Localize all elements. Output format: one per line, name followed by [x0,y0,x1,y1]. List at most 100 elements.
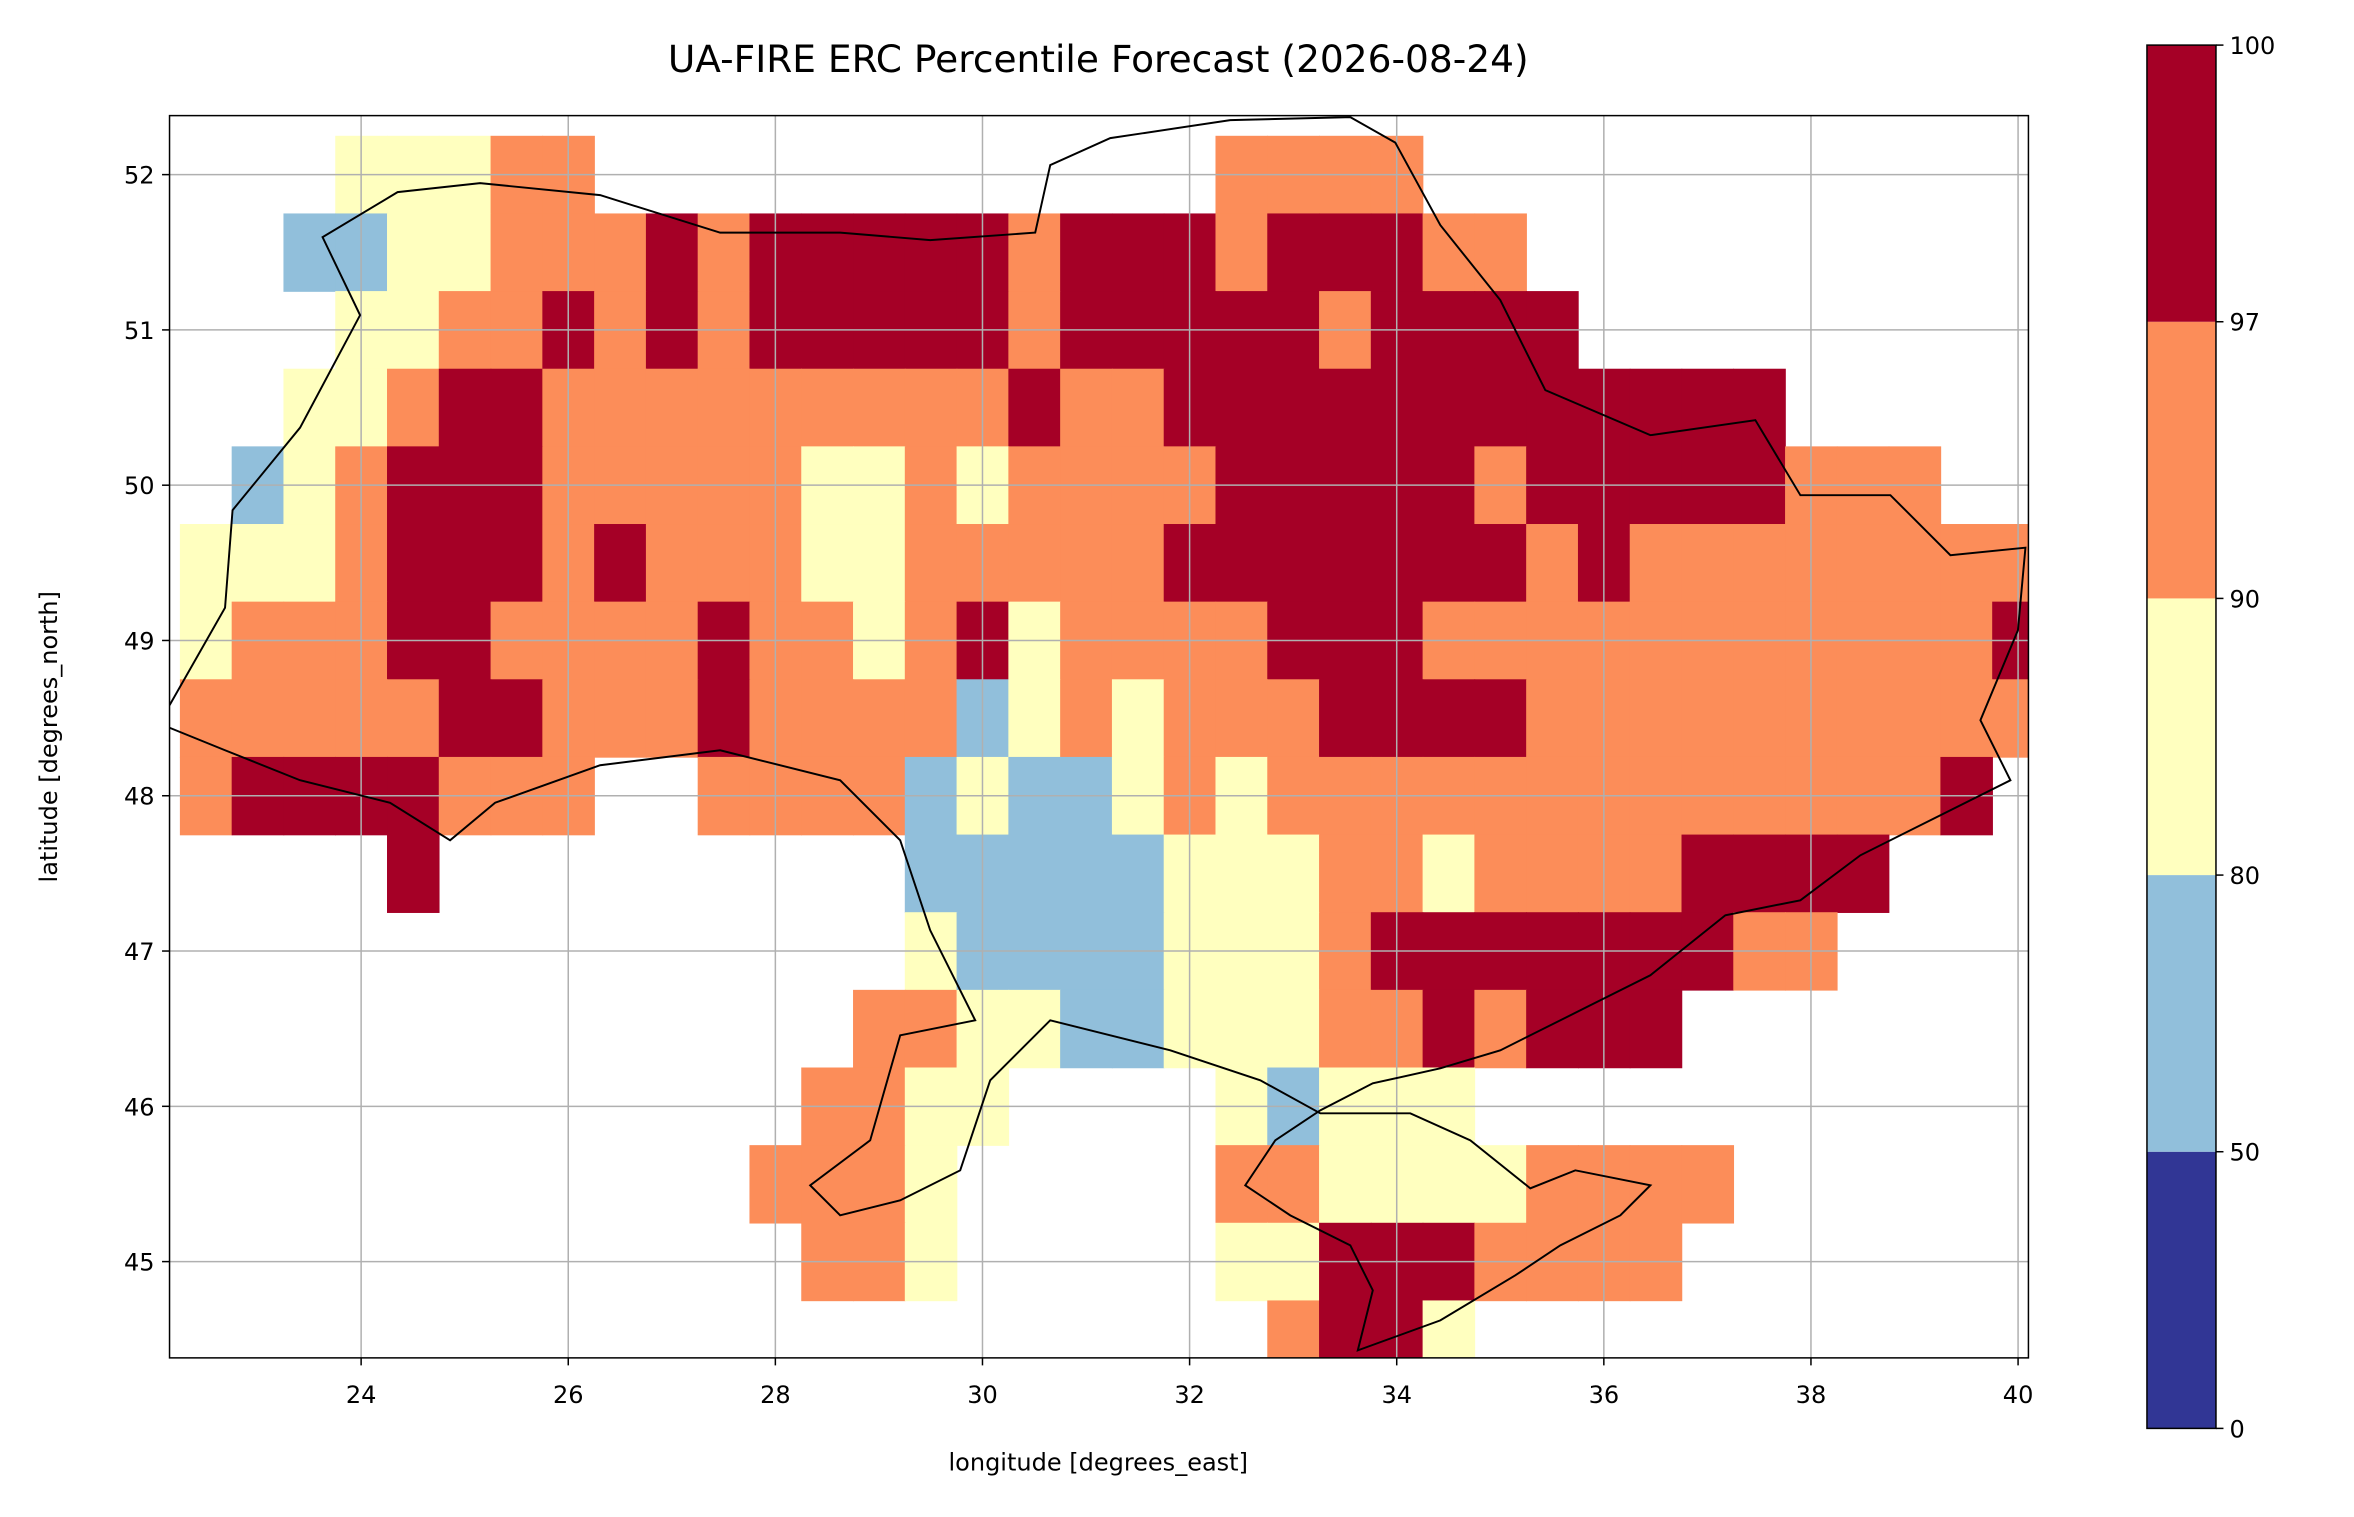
raster-cell [1267,1145,1320,1224]
raster-cell [853,368,906,448]
raster-cell [1215,524,1269,603]
raster-cell [1319,834,1372,913]
raster-cell [1422,524,1476,603]
raster-cell [1474,524,1527,603]
raster-cell [853,679,906,758]
raster-cell [283,679,336,758]
raster-cell [697,368,751,448]
x-tick-label: 28 [760,1381,791,1409]
raster-cell [1267,524,1320,603]
raster-cell [283,213,336,292]
raster-cell [801,213,854,292]
raster-cell [1215,1145,1269,1224]
raster-cell [1422,368,1476,448]
raster-cell [1733,368,1786,448]
country-border [169,116,2027,1352]
raster-cell [801,679,854,758]
raster-cell [1526,524,1579,603]
x-tick-label: 24 [346,1381,377,1409]
raster-cell [904,368,958,448]
raster-cell [1422,1145,1476,1224]
raster-cell [1008,524,1061,603]
raster-cell [1629,524,1683,603]
raster-cell [853,989,906,1069]
raster-cell [645,524,699,603]
y-tick-label: 52 [124,162,155,190]
raster-cell [231,524,285,603]
raster-cell [1681,679,1735,758]
raster-cell [179,524,233,603]
colorbar-segment [2146,875,2216,1152]
raster-cell [1060,213,1113,292]
raster-cell [490,524,544,603]
x-tick-label: 36 [1589,1381,1620,1409]
raster-cell [904,679,958,758]
raster-cell [594,524,647,603]
raster-cell [1008,834,1061,913]
colorbar-segment [2146,45,2216,322]
raster-cell [1681,1145,1735,1224]
raster-cell [697,679,751,758]
raster-cell [438,213,492,292]
x-tick-label: 32 [1174,1381,1205,1409]
colorbar-tick-label: 80 [2229,862,2260,890]
raster-cell [1319,679,1372,758]
raster-cell [1215,679,1269,758]
raster-cell [1111,834,1165,913]
raster-cell [179,679,233,758]
y-tick-label: 51 [124,317,155,345]
raster-cell [1267,213,1320,292]
raster-cell [1526,368,1579,448]
raster-cell [1681,368,1735,448]
y-tick-label: 50 [124,472,155,500]
raster-cell [645,213,699,292]
raster-cell [1319,1145,1372,1224]
raster-cell [801,1145,854,1224]
raster-cell [594,368,647,448]
x-tick-label: 30 [967,1381,998,1409]
raster-cell [1733,834,1786,913]
raster-cell [1526,679,1579,758]
raster-cell [1422,213,1476,292]
raster-cell [1319,989,1372,1069]
raster-cell [1319,524,1372,603]
colorbar-tick-label: 50 [2229,1139,2260,1167]
raster-cell [697,524,751,603]
raster-cell [1629,679,1683,758]
colorbar-segment [2146,321,2216,599]
raster-cell [904,524,958,603]
raster-cell [594,679,647,758]
raster-cell [1526,1145,1579,1224]
raster-cell [1422,679,1476,758]
raster-cell [1992,679,2029,758]
raster-cell [1319,368,1372,448]
x-tick-label: 26 [553,1381,584,1409]
raster-cell [1215,368,1269,448]
raster-cell [490,368,544,448]
raster-cell [231,679,285,758]
y-tick-label: 46 [124,1093,155,1121]
raster-cell [1008,368,1061,448]
raster-cell [1215,834,1269,913]
raster-cell [1474,1145,1527,1224]
grid [169,115,2029,1358]
raster-cell [1526,989,1579,1069]
raster-cell [1940,679,1993,758]
raster-cell [1888,679,1942,758]
colorbar-tick-label: 97 [2229,309,2260,337]
raster-cell [1474,368,1527,448]
raster-cell [801,368,854,448]
raster-cell [645,368,699,448]
raster-cell [1267,989,1320,1069]
raster-cell [1060,834,1113,913]
raster-cell [1526,834,1579,913]
raster-cell [1215,213,1269,292]
raster-cell [1836,834,1890,913]
raster-cell [1267,679,1320,758]
x-axis-label: longitude [degrees_east] [949,1448,1248,1476]
raster-cell [490,213,544,292]
colorbar-segment [2146,598,2216,876]
colorbar-frame [2146,44,2217,1430]
